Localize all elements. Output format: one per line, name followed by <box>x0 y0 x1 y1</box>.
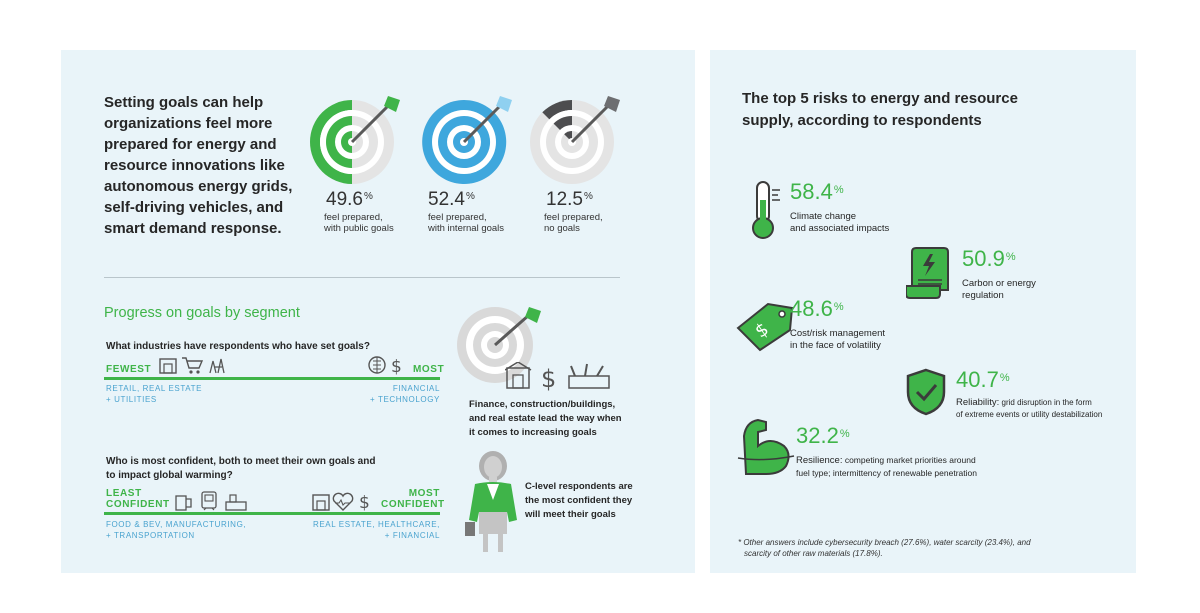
industries-bar <box>104 377 440 380</box>
svg-text:$: $ <box>359 493 370 512</box>
most-sub: FINANCIAL + TECHNOLOGY <box>370 384 440 404</box>
target-gray-icon <box>457 307 541 383</box>
target-internal-label2: with internal goals <box>428 223 505 234</box>
risk-climate-text: Climate change and associated impacts <box>790 211 890 234</box>
most-label: MOST <box>413 364 445 375</box>
sector-icons: $ <box>504 361 615 397</box>
risk-climate-percent: 58.4% <box>790 179 844 204</box>
regulation-document-icon <box>905 246 952 305</box>
price-tag-icon: $ <box>734 300 796 357</box>
risk-resilience-percent: 32.2% <box>796 423 850 448</box>
target-public-goals: 49.6% feel prepared, with public goals <box>304 92 414 234</box>
retail-icons <box>158 355 232 380</box>
target-none-label1: feel prepared, <box>544 212 603 223</box>
confidence-bar <box>104 512 440 515</box>
shield-check-icon <box>906 368 946 421</box>
most-confident-label: MOST CONFIDENT <box>381 488 445 510</box>
intro-text: Setting goals can help organizations fee… <box>104 94 293 237</box>
risk-reliability-text: Reliability: grid disruption in the form… <box>956 397 1103 419</box>
target-illustration <box>453 305 553 390</box>
target-public-label2: with public goals <box>324 223 394 234</box>
target-none-percent: 12.5% <box>546 189 593 210</box>
least-confident-label: LEAST CONFIDENT <box>106 488 170 510</box>
target-internal-icon <box>422 96 512 184</box>
left-panel: Setting goals can help organizations fee… <box>61 50 695 573</box>
clevel-caption: C-level respondents are the most confiden… <box>525 481 633 520</box>
fewest-sub: RETAIL, REAL ESTATE + UTILITIES <box>106 384 203 404</box>
target-public-icon <box>310 96 400 184</box>
most-confident-sub: REAL ESTATE, HEALTHCARE, + FINANCIAL <box>312 520 440 540</box>
fewest-label: FEWEST <box>106 364 152 375</box>
food-manufacturing-transport-icons <box>174 490 250 517</box>
risk-cost-text: Cost/risk management in the face of volat… <box>790 328 886 351</box>
target-no-goals: 12.5% feel prepared, no goals <box>524 92 634 234</box>
question-confidence: Who is most confident, both to meet thei… <box>106 456 376 481</box>
risk-regulation-percent: 50.9% <box>962 246 1016 271</box>
svg-text:$: $ <box>391 357 402 375</box>
question-industries: What industries have respondents who hav… <box>106 341 370 352</box>
target-internal-goals: 52.4% feel prepared, with internal goals <box>416 92 526 234</box>
target-none-label2: no goals <box>544 223 580 234</box>
section-divider <box>104 277 620 278</box>
target-none-icon <box>530 96 620 184</box>
progress-title: Progress on goals by segment <box>104 305 300 321</box>
finance-tech-icons: $ <box>368 355 408 380</box>
lead-caption: Finance, construction/buildings, and real… <box>469 399 622 438</box>
least-confident-sub: FOOD & BEV, MANUFACTURING, + TRANSPORTATI… <box>106 520 247 540</box>
footnote: * Other answers include cybersecurity br… <box>738 538 1031 558</box>
executive-woman-icon <box>465 450 521 559</box>
target-internal-percent: 52.4% <box>428 189 475 210</box>
target-public-label1: feel prepared, <box>324 212 383 223</box>
target-internal-label1: feel prepared, <box>428 212 487 223</box>
risk-resilience-text: Resilience: competing market priorities … <box>796 455 977 478</box>
flexed-arm-icon <box>736 416 796 483</box>
risk-cost-percent: 48.6% <box>790 296 844 321</box>
risks-title: The top 5 risks to energy and resource su… <box>742 90 1018 129</box>
svg-text:$: $ <box>541 365 556 392</box>
right-panel: The top 5 risks to energy and resource su… <box>710 50 1136 573</box>
target-public-percent: 49.6% <box>326 189 373 210</box>
risk-regulation-text: Carbon or energy regulation <box>962 278 1036 301</box>
thermometer-icon <box>748 180 784 245</box>
realestate-health-finance-icons: $ <box>311 490 375 517</box>
risk-reliability-percent: 40.7% <box>956 367 1010 392</box>
